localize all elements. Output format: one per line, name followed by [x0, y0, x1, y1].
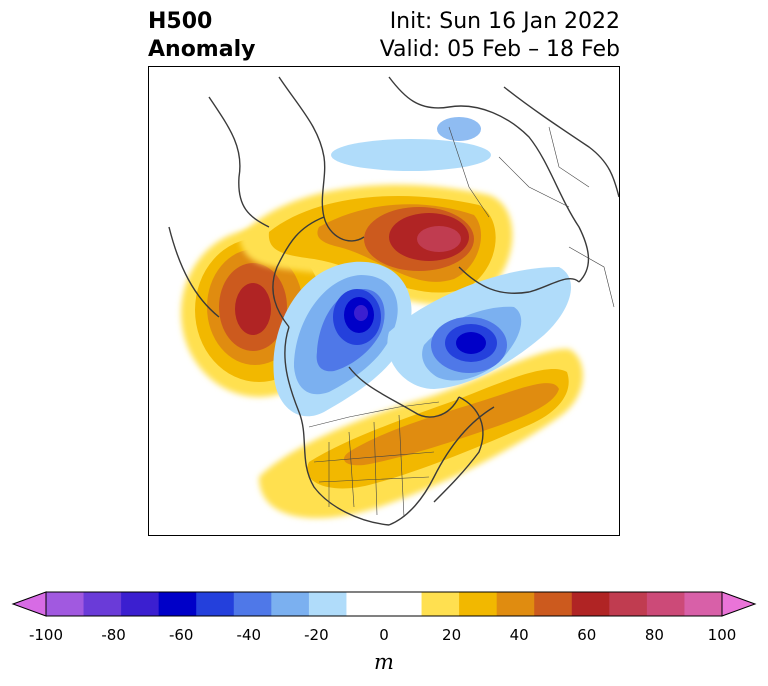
map-title-right: Init: Sun 16 Jan 2022 Valid: 05 Feb – 18… — [380, 8, 620, 64]
colorbar-segment — [459, 592, 498, 616]
continent-outlines — [168, 76, 619, 526]
colorbar-tick-label: 20 — [442, 626, 462, 644]
colorbar-tick-label: -80 — [101, 626, 126, 644]
colorbar-frame — [45, 591, 723, 617]
colorbar-segment — [421, 592, 460, 616]
colorbar-tick-label: -20 — [304, 626, 329, 644]
colorbar-segment — [684, 592, 723, 616]
colorbar-under-extension — [11, 591, 47, 617]
title-variable: H500 — [148, 9, 213, 34]
colorbar-segment — [308, 592, 347, 616]
colorbar-segment — [384, 592, 423, 616]
colorbar-tick-label: 100 — [707, 626, 737, 644]
colorbar-segment — [121, 592, 160, 616]
colorbar — [11, 591, 757, 617]
title-type: Anomaly — [148, 37, 256, 62]
trough-arctic-alaska — [273, 261, 412, 417]
trough-europe — [387, 267, 571, 389]
colorbar-segment — [571, 592, 610, 616]
map-canvas — [168, 76, 619, 526]
trough-small-north — [331, 117, 491, 171]
political-boundaries — [308, 126, 615, 518]
colorbar-segment — [609, 592, 648, 616]
colorbar-segment — [646, 592, 685, 616]
colorbar-segment — [271, 592, 310, 616]
anomaly-map — [148, 66, 620, 536]
map-title-left: H500 Anomaly — [148, 8, 255, 64]
colorbar-segment — [496, 592, 535, 616]
colorbar-tick-label: 0 — [379, 626, 389, 644]
colorbar-segment — [158, 592, 197, 616]
colorbar-segment — [83, 592, 122, 616]
valid-range: Valid: 05 Feb – 18 Feb — [379, 37, 620, 62]
colorbar-segments — [46, 592, 723, 616]
colorbar-over-extension — [721, 591, 757, 617]
colorbar-tick-label: 40 — [509, 626, 529, 644]
colorbar-tick-label: 80 — [644, 626, 664, 644]
ridge-east-us-atlantic — [259, 348, 583, 519]
colorbar-tick-label: 60 — [577, 626, 597, 644]
colorbar-segment — [196, 592, 235, 616]
colorbar-segment — [233, 592, 272, 616]
init-date: Init: Sun 16 Jan 2022 — [389, 9, 620, 34]
colorbar-segment — [534, 592, 573, 616]
colorbar-unit-label: m — [374, 650, 394, 674]
colorbar-segment — [46, 592, 85, 616]
colorbar-segment — [346, 592, 385, 616]
colorbar-tick-label: -40 — [236, 626, 262, 644]
colorbar-tick-label: -60 — [168, 626, 194, 644]
colorbar-tick-label: -100 — [28, 626, 64, 644]
